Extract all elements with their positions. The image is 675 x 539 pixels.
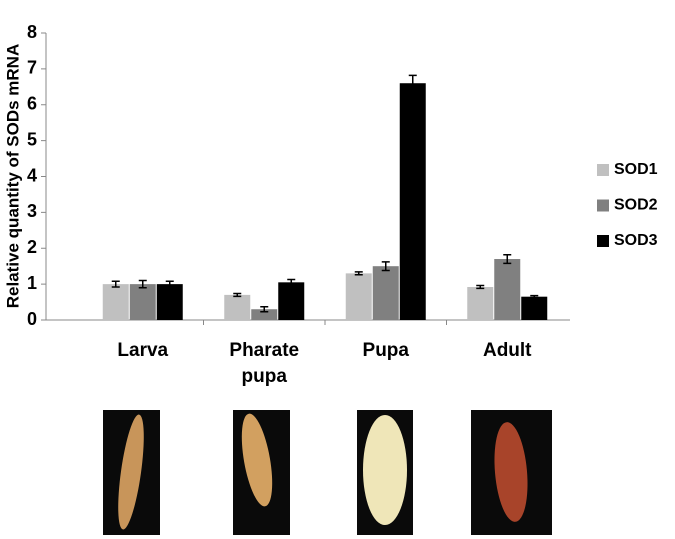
y-tick-label: 5 [27, 129, 37, 149]
y-tick-label: 6 [27, 94, 37, 114]
error-bar [381, 261, 390, 272]
y-tick-label: 1 [27, 273, 37, 293]
adult [494, 422, 528, 522]
larva [118, 414, 144, 530]
error-bar [138, 279, 147, 289]
legend-swatch [597, 235, 609, 247]
pupa [363, 415, 407, 525]
bar [521, 296, 548, 320]
error-bar [287, 278, 296, 286]
bar [129, 284, 156, 320]
x-tick-label: Pharate pupa [229, 340, 300, 387]
bar [467, 286, 494, 320]
y-tick-label: 3 [27, 201, 37, 221]
bar [102, 284, 129, 320]
error-bar [111, 280, 120, 288]
bar [278, 282, 305, 320]
y-tick-label: 2 [27, 237, 37, 257]
x-tick-label: Pupa [362, 340, 409, 361]
error-bar [260, 305, 269, 313]
y-tick-label: 8 [27, 22, 37, 42]
error-bar [530, 294, 539, 299]
legend-label: SOD2 [614, 197, 658, 214]
bar [399, 83, 426, 320]
bar [251, 309, 278, 320]
x-tick-label: Adult [482, 340, 532, 361]
error-bar [233, 292, 242, 298]
bar [156, 284, 183, 320]
y-axis-label: Relative quantity of SODs mRNA [3, 44, 22, 309]
bar [345, 273, 372, 320]
legend-label: SOD3 [614, 232, 658, 249]
bar [224, 294, 251, 320]
error-bar [503, 253, 512, 265]
error-bar [476, 284, 485, 290]
y-tick-label: 0 [27, 309, 37, 329]
y-tick-label: 7 [27, 58, 37, 78]
bar [494, 259, 521, 320]
error-bar [408, 74, 417, 92]
x-tick-label: Larva [117, 340, 169, 361]
specimen-photos [103, 410, 552, 535]
error-bar [165, 280, 174, 288]
error-bar [354, 271, 363, 276]
legend-swatch [597, 164, 609, 176]
legend-swatch [597, 199, 609, 212]
y-tick-label: 4 [27, 165, 37, 185]
bar [372, 266, 399, 320]
pharate [241, 413, 273, 507]
legend-label: SOD1 [614, 161, 658, 178]
